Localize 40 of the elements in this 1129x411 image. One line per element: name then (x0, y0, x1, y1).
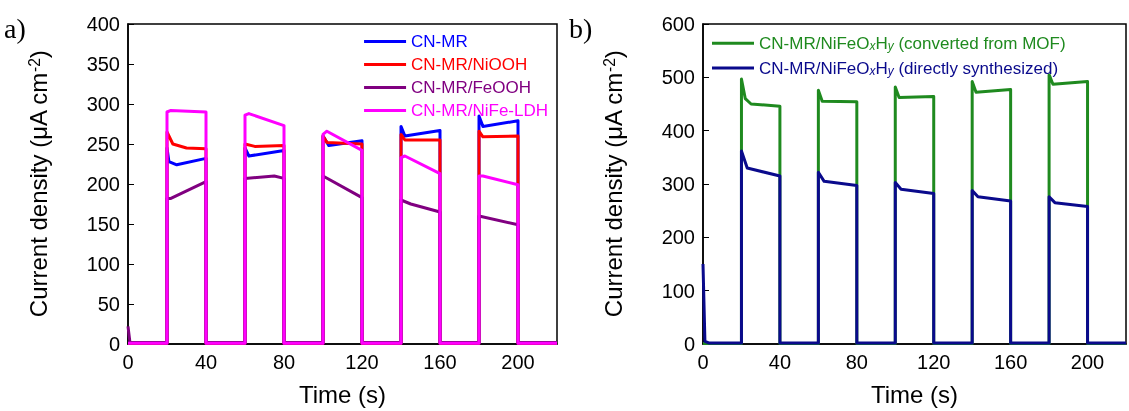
x-tick-label: 0 (122, 351, 134, 373)
legend-label: CN-MR/NiFeOxHy (converted from MOF) (759, 33, 1066, 53)
y-tick-label: 100 (661, 279, 695, 302)
legend-label: CN-MR/FeOOH (411, 78, 532, 97)
x-tick-label: 120 (917, 351, 951, 373)
y-tick-label: 0 (683, 333, 695, 355)
y-tick-label: 200 (661, 226, 695, 249)
x-tick-label: 120 (345, 351, 379, 373)
y-axis-title: Current density (μA cm-2) (24, 50, 52, 318)
y-tick-label: 250 (86, 133, 120, 155)
y-tick-label: 400 (86, 13, 120, 35)
x-axis-title: Time (s) (870, 380, 959, 408)
x-tick-label: 200 (1070, 351, 1105, 373)
y-tick-label: 200 (86, 173, 120, 195)
x-tick-label: 80 (845, 351, 868, 373)
text: a) (4, 12, 26, 44)
x-tick-label: 40 (194, 351, 218, 373)
x-tick-label: 200 (501, 351, 535, 373)
x-tick-label: 80 (272, 351, 296, 373)
y-tick-label: 300 (86, 93, 120, 115)
x-axis-title: Time (s) (298, 380, 387, 408)
y-tick-label: 300 (661, 173, 695, 195)
legend-label: CN-MR (411, 32, 468, 51)
y-tick-label: 600 (661, 13, 695, 35)
y-tick-label: 50 (97, 293, 120, 315)
y-axis-title: Current density (μA cm-2) (599, 50, 627, 318)
x-tick-label: 160 (993, 351, 1028, 373)
x-tick-label: 40 (768, 351, 792, 373)
y-tick-label: 100 (86, 253, 120, 275)
y-tick-label: 350 (86, 53, 120, 75)
y-tick-label: 150 (86, 213, 120, 235)
y-tick-label: 400 (661, 119, 695, 142)
y-tick-label: 0 (108, 333, 120, 355)
legend-label: CN-MR/NiOOH (411, 55, 528, 74)
y-tick-label: 500 (661, 66, 695, 89)
x-tick-label: 0 (697, 351, 709, 373)
x-tick-label: 160 (423, 351, 457, 373)
legend-label: CN-MR/NiFe-LDH (411, 101, 549, 120)
legend-label: CN-MR/NiFeOxHy (directly synthesized) (759, 58, 1059, 78)
text: b) (569, 12, 593, 44)
